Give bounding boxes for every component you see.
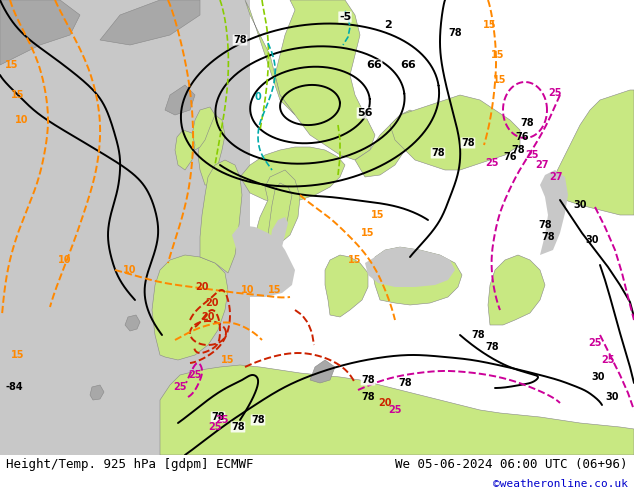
Text: 15: 15 [372, 210, 385, 220]
Polygon shape [0, 0, 250, 455]
Text: 78: 78 [538, 220, 552, 230]
Text: 20: 20 [195, 282, 209, 292]
Text: 66: 66 [366, 60, 382, 70]
Text: 10: 10 [58, 255, 72, 265]
Text: Height/Temp. 925 hPa [gdpm] ECMWF: Height/Temp. 925 hPa [gdpm] ECMWF [6, 458, 254, 471]
Polygon shape [160, 365, 634, 455]
Text: 78: 78 [211, 412, 225, 422]
Text: 15: 15 [268, 285, 281, 295]
Polygon shape [175, 130, 195, 170]
Polygon shape [355, 110, 420, 177]
Text: 10: 10 [15, 115, 29, 125]
Polygon shape [152, 255, 228, 360]
Text: 30: 30 [592, 372, 605, 382]
Polygon shape [488, 255, 545, 325]
Text: 76: 76 [503, 152, 517, 162]
Polygon shape [268, 183, 292, 260]
Text: 25: 25 [601, 355, 615, 365]
Text: ©weatheronline.co.uk: ©weatheronline.co.uk [493, 479, 628, 489]
Text: 15: 15 [221, 355, 235, 365]
Polygon shape [0, 0, 80, 65]
Text: 15: 15 [5, 60, 19, 70]
Text: 56: 56 [357, 108, 373, 118]
Polygon shape [200, 160, 242, 273]
Text: 10: 10 [242, 285, 255, 295]
Polygon shape [100, 0, 200, 45]
Polygon shape [550, 90, 634, 215]
Polygon shape [192, 107, 215, 150]
Text: 30: 30 [585, 235, 598, 245]
Text: 66: 66 [400, 60, 416, 70]
Text: 78: 78 [231, 422, 245, 432]
Text: 10: 10 [123, 265, 137, 275]
Text: 78: 78 [520, 118, 534, 128]
Polygon shape [325, 255, 368, 317]
Text: 78: 78 [361, 392, 375, 402]
Text: 78: 78 [541, 232, 555, 242]
Text: 78: 78 [361, 375, 375, 385]
Text: 78: 78 [511, 145, 525, 155]
Text: 20: 20 [205, 298, 219, 308]
Text: 15: 15 [491, 50, 505, 60]
Text: 78: 78 [461, 138, 475, 148]
Text: 76: 76 [515, 132, 529, 142]
Text: -5: -5 [339, 12, 351, 22]
Text: 15: 15 [361, 228, 375, 238]
Polygon shape [245, 0, 295, 115]
Text: 15: 15 [483, 20, 497, 30]
Text: 15: 15 [493, 75, 507, 85]
Text: 30: 30 [605, 392, 619, 402]
Polygon shape [125, 315, 140, 331]
Polygon shape [90, 385, 104, 400]
Text: 27: 27 [535, 160, 549, 170]
Text: 27: 27 [549, 172, 563, 182]
Text: 25: 25 [216, 415, 229, 425]
Text: 20: 20 [201, 312, 215, 322]
Text: 25: 25 [208, 422, 222, 432]
Text: 25: 25 [525, 150, 539, 160]
Polygon shape [372, 247, 462, 305]
Text: 78: 78 [431, 148, 445, 158]
Text: 2: 2 [384, 20, 392, 30]
Text: 78: 78 [448, 28, 462, 38]
Text: 78: 78 [485, 342, 499, 352]
Text: 25: 25 [588, 338, 602, 348]
Text: 15: 15 [11, 350, 25, 360]
Text: 20: 20 [378, 398, 392, 408]
Polygon shape [540, 170, 568, 255]
Text: 25: 25 [548, 88, 562, 98]
Text: 78: 78 [233, 35, 247, 45]
Polygon shape [270, 217, 288, 260]
Polygon shape [275, 0, 375, 160]
Text: 0: 0 [255, 92, 261, 102]
Polygon shape [228, 225, 295, 297]
Text: We 05-06-2024 06:00 UTC (06+96): We 05-06-2024 06:00 UTC (06+96) [395, 458, 628, 471]
Text: 78: 78 [471, 330, 485, 340]
Text: 15: 15 [11, 90, 25, 100]
Text: 30: 30 [573, 200, 586, 210]
Text: 25: 25 [485, 158, 499, 168]
Text: 25: 25 [173, 382, 187, 392]
Polygon shape [165, 85, 195, 115]
Polygon shape [240, 147, 345, 203]
Text: -84: -84 [5, 382, 23, 392]
Polygon shape [310, 360, 335, 383]
Text: 15: 15 [348, 255, 362, 265]
Text: 78: 78 [398, 378, 412, 388]
Polygon shape [365, 247, 455, 287]
Polygon shape [198, 115, 225, 185]
Text: 78: 78 [251, 415, 265, 425]
Polygon shape [390, 95, 520, 170]
Polygon shape [255, 170, 300, 245]
Text: 25: 25 [388, 405, 402, 415]
Text: 25: 25 [188, 370, 202, 380]
